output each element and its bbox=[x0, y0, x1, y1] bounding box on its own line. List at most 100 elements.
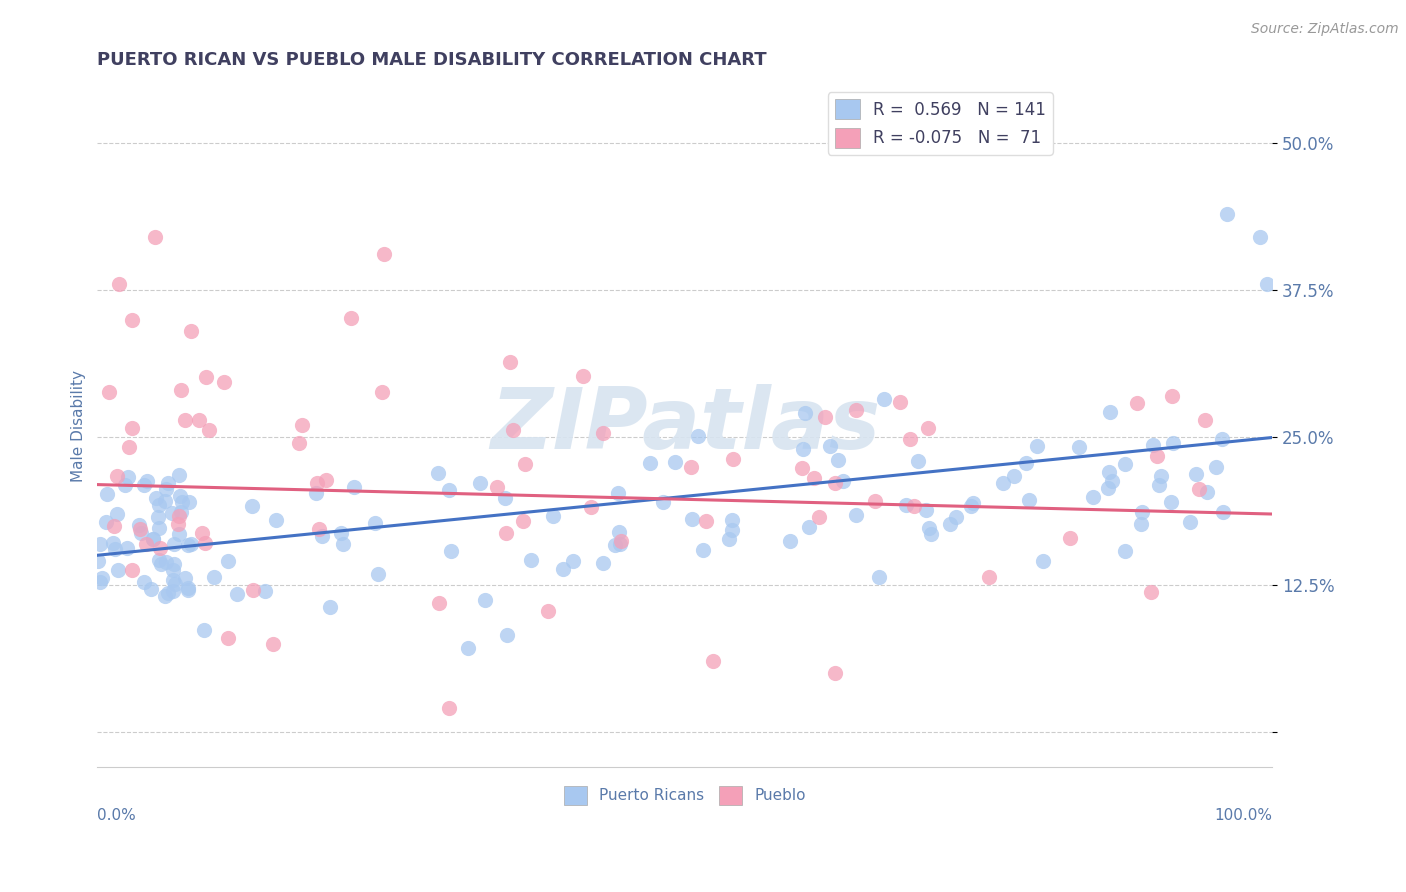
Point bbox=[468, 475, 491, 490]
Point bbox=[121, 563, 143, 577]
Point bbox=[179, 495, 201, 509]
Point bbox=[262, 637, 284, 651]
Point bbox=[319, 599, 342, 614]
Point bbox=[914, 503, 936, 517]
Point bbox=[162, 573, 184, 587]
Point bbox=[1114, 457, 1136, 471]
Point bbox=[638, 456, 661, 470]
Point bbox=[607, 486, 630, 500]
Point bbox=[253, 584, 276, 599]
Point bbox=[145, 491, 167, 505]
Point bbox=[166, 516, 188, 531]
Point bbox=[903, 500, 925, 514]
Point bbox=[153, 494, 176, 508]
Point bbox=[486, 480, 509, 494]
Point bbox=[91, 572, 114, 586]
Point bbox=[188, 413, 211, 427]
Point bbox=[155, 482, 177, 496]
Point bbox=[1160, 495, 1182, 509]
Point bbox=[537, 604, 560, 618]
Point bbox=[117, 469, 139, 483]
Point bbox=[495, 628, 517, 642]
Point bbox=[562, 553, 585, 567]
Point bbox=[721, 523, 744, 537]
Point bbox=[495, 526, 517, 541]
Point bbox=[128, 517, 150, 532]
Point bbox=[1114, 543, 1136, 558]
Point bbox=[1015, 456, 1038, 470]
Point bbox=[135, 537, 157, 551]
Point bbox=[89, 537, 111, 551]
Point bbox=[1180, 515, 1202, 529]
Point bbox=[155, 555, 177, 569]
Point bbox=[571, 368, 593, 383]
Point bbox=[96, 515, 118, 529]
Point bbox=[681, 460, 703, 475]
Point bbox=[520, 553, 543, 567]
Point bbox=[717, 533, 740, 547]
Point bbox=[945, 510, 967, 524]
Point bbox=[156, 475, 179, 490]
Text: 0.0%: 0.0% bbox=[97, 808, 136, 823]
Point bbox=[979, 570, 1001, 584]
Point bbox=[1032, 554, 1054, 568]
Point bbox=[907, 454, 929, 468]
Point bbox=[1188, 483, 1211, 497]
Point bbox=[474, 592, 496, 607]
Point bbox=[814, 410, 837, 425]
Point bbox=[779, 533, 801, 548]
Point bbox=[1081, 490, 1104, 504]
Point bbox=[827, 453, 849, 467]
Point bbox=[194, 370, 217, 384]
Point bbox=[305, 486, 328, 500]
Point bbox=[692, 543, 714, 558]
Point bbox=[991, 475, 1014, 490]
Point bbox=[204, 570, 226, 584]
Point bbox=[180, 325, 202, 339]
Point bbox=[962, 496, 984, 510]
Point bbox=[118, 440, 141, 454]
Point bbox=[607, 525, 630, 540]
Point bbox=[799, 520, 821, 534]
Point bbox=[217, 631, 239, 645]
Point bbox=[1256, 277, 1278, 292]
Point bbox=[170, 505, 193, 519]
Point bbox=[889, 394, 911, 409]
Point bbox=[172, 495, 194, 509]
Point bbox=[898, 432, 921, 446]
Point bbox=[148, 553, 170, 567]
Point bbox=[427, 596, 450, 610]
Point bbox=[426, 466, 449, 480]
Point bbox=[287, 435, 309, 450]
Point bbox=[1150, 469, 1173, 483]
Point bbox=[499, 355, 522, 369]
Point bbox=[135, 474, 157, 488]
Point bbox=[959, 499, 981, 513]
Point bbox=[104, 542, 127, 557]
Point bbox=[1147, 478, 1170, 492]
Point bbox=[160, 506, 183, 520]
Point bbox=[339, 310, 361, 325]
Point bbox=[180, 537, 202, 551]
Point bbox=[1098, 405, 1121, 419]
Point bbox=[1097, 481, 1119, 495]
Point bbox=[146, 510, 169, 524]
Point bbox=[169, 489, 191, 503]
Point bbox=[143, 230, 166, 244]
Point bbox=[87, 554, 110, 568]
Point bbox=[169, 526, 191, 541]
Point bbox=[242, 583, 264, 598]
Point bbox=[139, 582, 162, 596]
Point bbox=[845, 403, 868, 417]
Point bbox=[832, 474, 855, 488]
Point bbox=[177, 538, 200, 552]
Point bbox=[541, 508, 564, 523]
Point bbox=[688, 429, 710, 443]
Point bbox=[1059, 531, 1081, 545]
Point bbox=[551, 562, 574, 576]
Point bbox=[115, 541, 138, 555]
Point bbox=[217, 554, 239, 568]
Text: 100.0%: 100.0% bbox=[1215, 808, 1272, 823]
Point bbox=[845, 508, 868, 522]
Point bbox=[169, 509, 191, 524]
